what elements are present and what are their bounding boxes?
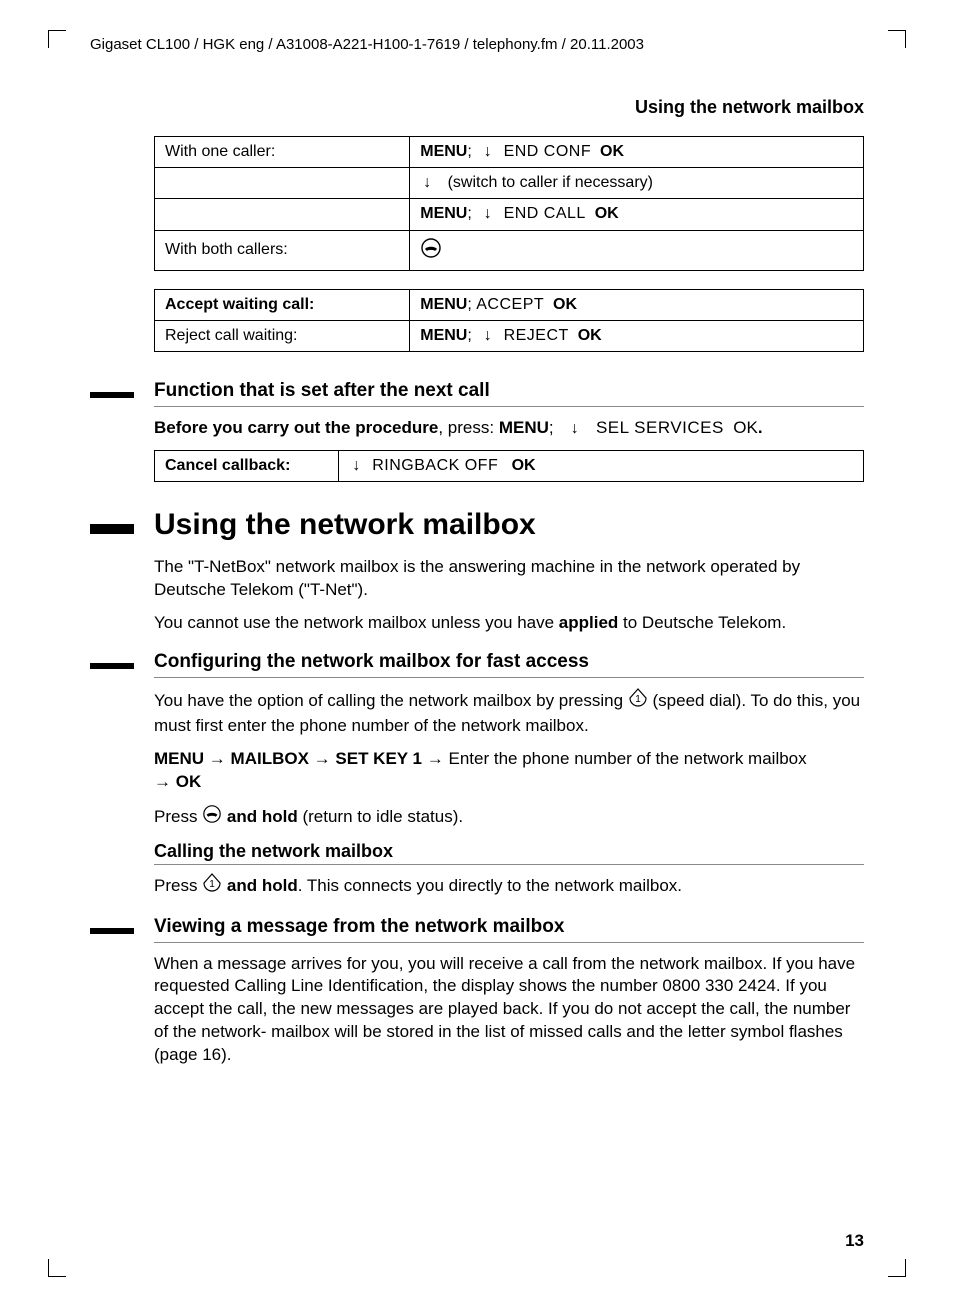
table-row-value: MENU; ↓ REJECT OK — [410, 320, 864, 351]
menu-key: MAILBOX — [231, 749, 309, 768]
body-text: You have the option of calling the netwo… — [154, 688, 864, 738]
menu-key: MENU — [420, 206, 467, 223]
text-span: to Deutsche Telekom. — [618, 613, 786, 632]
body-text: Press and hold (return to idle status). — [154, 804, 864, 831]
text-span: Press — [154, 876, 202, 895]
call-waiting-table: Accept waiting call: MENU; ACCEPT OK Rej… — [154, 289, 864, 352]
body-text: Press 1 and hold. This connects you dire… — [154, 873, 864, 900]
end-call-table: With one caller: MENU; ↓ END CONF OK ↓ (… — [154, 136, 864, 271]
text-span: You cannot use the network mailbox unles… — [154, 613, 559, 632]
down-arrow-icon: ↓ — [481, 143, 495, 161]
text-span: (return to idle status). — [298, 807, 463, 826]
table-row-label: Reject call waiting: — [155, 320, 410, 351]
menu-option: REJECT — [504, 327, 569, 344]
key1-icon: 1 — [202, 873, 222, 900]
right-arrow-icon — [209, 749, 226, 768]
running-head: Using the network mailbox — [90, 97, 864, 118]
right-arrow-icon — [427, 749, 444, 768]
body-text: The "T-NetBox" network mailbox is the an… — [154, 556, 864, 602]
text-bold: and hold — [227, 876, 298, 895]
menu-key: MENU — [420, 327, 467, 344]
section-title: Function that is set after the next call — [154, 380, 864, 402]
table-row-label: Accept waiting call: — [155, 289, 410, 320]
body-text: When a message arrives for you, you will… — [154, 953, 864, 1068]
table-row-label: With both callers: — [155, 230, 410, 270]
table-row-value: MENU; ACCEPT OK — [410, 289, 864, 320]
doc-header: Gigaset CL100 / HGK eng / A31008-A221-H1… — [90, 36, 864, 53]
right-arrow-icon — [314, 749, 331, 768]
menu-sequence: MENU MAILBOX SET KEY 1 Enter the phone n… — [154, 748, 864, 794]
right-arrow-icon — [154, 772, 171, 791]
section-title: Configuring the network mailbox for fast… — [154, 651, 864, 673]
table-row-label — [155, 199, 410, 230]
subsection-title: Calling the network mailbox — [154, 841, 864, 862]
text-span: Press — [154, 807, 202, 826]
body-text: You cannot use the network mailbox unles… — [154, 612, 864, 635]
down-arrow-icon: ↓ — [420, 174, 434, 192]
ok-key: OK — [512, 457, 536, 474]
hangup-icon — [420, 237, 442, 264]
menu-key: MENU — [420, 143, 467, 160]
page-title: Using the network mailbox — [154, 508, 864, 542]
text-bold: applied — [559, 613, 619, 632]
table-row-label — [155, 168, 410, 199]
svg-text:1: 1 — [209, 879, 215, 890]
ok-key: OK — [176, 772, 202, 791]
ok-key: OK — [595, 206, 619, 223]
procedure-intro: Before you carry out the procedure, pres… — [154, 417, 864, 440]
table-row-value: ↓ (switch to caller if necessary) — [410, 168, 864, 199]
table-row-value: MENU; ↓ END CONF OK — [410, 137, 864, 168]
section-bar-icon — [90, 392, 134, 398]
text-bold: and hold — [227, 807, 298, 826]
text-span: . This connects you directly to the netw… — [298, 876, 682, 895]
table-row-value: MENU; ↓ END CALL OK — [410, 199, 864, 230]
down-arrow-icon: ↓ — [481, 205, 495, 223]
menu-option: ACCEPT — [476, 296, 544, 313]
menu-option: RINGBACK OFF — [372, 457, 498, 474]
key1-icon: 1 — [628, 688, 648, 715]
ok-key: OK — [553, 296, 577, 313]
note-text: (switch to caller if necessary) — [448, 174, 653, 191]
section-title: Viewing a message from the network mailb… — [154, 916, 864, 938]
down-arrow-icon: ↓ — [481, 327, 495, 345]
menu-key: MENU — [154, 749, 204, 768]
table-row-label: With one caller: — [155, 137, 410, 168]
menu-key: MENU — [420, 296, 467, 313]
down-arrow-icon: ↓ — [349, 457, 363, 475]
section-bar-icon — [90, 663, 134, 669]
menu-key: SET KEY 1 — [335, 749, 422, 768]
section-bar-icon — [90, 928, 134, 934]
section-bar-icon — [90, 524, 134, 534]
text-span: Enter the phone number of the network ma… — [448, 749, 806, 768]
svg-text:1: 1 — [635, 694, 641, 705]
ok-key: OK — [600, 143, 624, 160]
menu-option: END CONF — [504, 143, 592, 160]
menu-option: SEL SERVICES — [596, 418, 724, 437]
table-row-value: ↓ RINGBACK OFF OK — [339, 450, 864, 481]
intro-bold: Before you carry out the procedure — [154, 418, 438, 437]
text-span: You have the option of calling the netwo… — [154, 691, 628, 710]
table-row-value — [410, 230, 864, 270]
hangup-icon — [202, 804, 222, 831]
cancel-callback-table: Cancel callback: ↓ RINGBACK OFF OK — [154, 450, 864, 482]
down-arrow-icon: ↓ — [568, 418, 582, 440]
ok-key: OK — [578, 327, 602, 344]
menu-option: END CALL — [504, 206, 586, 223]
table-row-label: Cancel callback: — [155, 450, 339, 481]
menu-key: MENU — [499, 418, 549, 437]
intro-text: , press: — [438, 418, 498, 437]
page-number: 13 — [845, 1231, 864, 1251]
ok-key: OK — [733, 418, 758, 437]
